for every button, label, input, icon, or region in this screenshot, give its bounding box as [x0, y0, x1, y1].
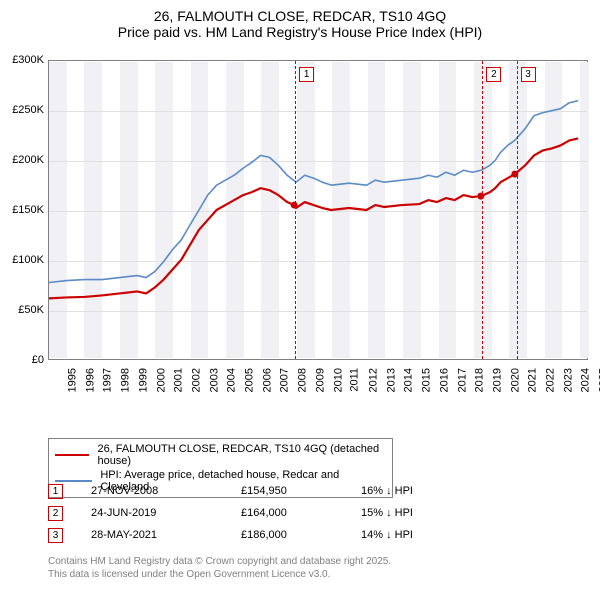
chart-title-block: 26, FALMOUTH CLOSE, REDCAR, TS10 4GQ Pri…	[0, 0, 600, 40]
sale-marker-line	[295, 61, 296, 359]
sale-badge: 1	[48, 484, 63, 499]
x-tick-label: 1996	[84, 368, 96, 392]
chart-lines-svg	[49, 61, 587, 359]
y-tick-label: £250K	[0, 104, 44, 116]
x-tick-label: 2005	[244, 368, 256, 392]
chart-container: £0£50K£100K£150K£200K£250K£300K 123 1995…	[0, 60, 600, 400]
sale-diff: 16% ↓ HPI	[361, 485, 413, 497]
footer-line1: Contains HM Land Registry data © Crown c…	[48, 555, 391, 568]
legend-swatch	[55, 454, 89, 456]
chart-title-line2: Price paid vs. HM Land Registry's House …	[0, 24, 600, 40]
x-tick-label: 2001	[173, 368, 185, 392]
sale-marker-badge: 2	[486, 67, 501, 82]
sale-badge: 2	[48, 506, 63, 521]
x-tick-label: 1995	[66, 368, 78, 392]
x-tick-label: 2000	[155, 368, 167, 392]
sale-marker-line	[517, 61, 518, 359]
x-tick-label: 2004	[226, 368, 238, 392]
legend-row: 26, FALMOUTH CLOSE, REDCAR, TS10 4GQ (de…	[55, 442, 386, 468]
footer-attribution: Contains HM Land Registry data © Crown c…	[48, 555, 391, 581]
x-tick-label: 1998	[120, 368, 132, 392]
sale-diff: 15% ↓ HPI	[361, 507, 413, 519]
sale-price: £164,000	[241, 507, 361, 519]
sale-price: £186,000	[241, 529, 361, 541]
sale-marker-line	[482, 61, 483, 359]
sale-date: 24-JUN-2019	[91, 507, 241, 519]
x-tick-label: 2003	[208, 368, 220, 392]
sale-badge: 3	[48, 528, 63, 543]
y-tick-label: £300K	[0, 54, 44, 66]
x-tick-label: 2010	[332, 368, 344, 392]
x-tick-label: 2018	[474, 368, 486, 392]
sale-marker-badge: 3	[521, 67, 536, 82]
x-tick-label: 2012	[367, 368, 379, 392]
x-tick-label: 2017	[456, 368, 468, 392]
x-tick-label: 1999	[137, 368, 149, 392]
series-price_paid	[49, 138, 578, 298]
sale-row: 2 24-JUN-2019£164,00015% ↓ HPI	[48, 502, 413, 524]
series-hpi	[49, 101, 578, 283]
y-tick-label: £50K	[0, 304, 44, 316]
x-tick-label: 2021	[527, 368, 539, 392]
sale-marker-badge: 1	[299, 67, 314, 82]
sale-date: 28-MAY-2021	[91, 529, 241, 541]
y-tick-label: £0	[0, 354, 44, 366]
sale-row: 3 28-MAY-2021£186,00014% ↓ HPI	[48, 524, 413, 546]
x-tick-label: 2013	[385, 368, 397, 392]
x-tick-label: 2024	[580, 368, 592, 392]
legend-label: 26, FALMOUTH CLOSE, REDCAR, TS10 4GQ (de…	[97, 443, 386, 467]
plot-area: 1 2 3	[48, 60, 588, 360]
x-tick-label: 2008	[297, 368, 309, 392]
x-tick-label: 2020	[509, 368, 521, 392]
x-tick-label: 2016	[438, 368, 450, 392]
footer-line2: This data is licensed under the Open Gov…	[48, 568, 391, 581]
x-tick-label: 2019	[491, 368, 503, 392]
x-tick-label: 2007	[279, 368, 291, 392]
chart-title-line1: 26, FALMOUTH CLOSE, REDCAR, TS10 4GQ	[0, 8, 600, 24]
x-tick-label: 1997	[102, 368, 114, 392]
sale-date: 27-NOV-2008	[91, 485, 241, 497]
x-tick-label: 2011	[349, 368, 361, 392]
sale-diff: 14% ↓ HPI	[361, 529, 413, 541]
sale-row: 1 27-NOV-2008£154,95016% ↓ HPI	[48, 480, 413, 502]
y-tick-label: £100K	[0, 254, 44, 266]
x-tick-label: 2015	[421, 368, 433, 392]
x-tick-label: 2022	[545, 368, 557, 392]
x-tick-label: 2014	[403, 368, 415, 392]
sales-table: 1 27-NOV-2008£154,95016% ↓ HPI 2 24-JUN-201…	[48, 480, 413, 546]
x-tick-label: 2023	[562, 368, 574, 392]
y-tick-label: £200K	[0, 154, 44, 166]
x-tick-label: 2002	[190, 368, 202, 392]
x-tick-label: 2006	[261, 368, 273, 392]
y-tick-label: £150K	[0, 204, 44, 216]
x-tick-label: 2009	[314, 368, 326, 392]
sale-price: £154,950	[241, 485, 361, 497]
